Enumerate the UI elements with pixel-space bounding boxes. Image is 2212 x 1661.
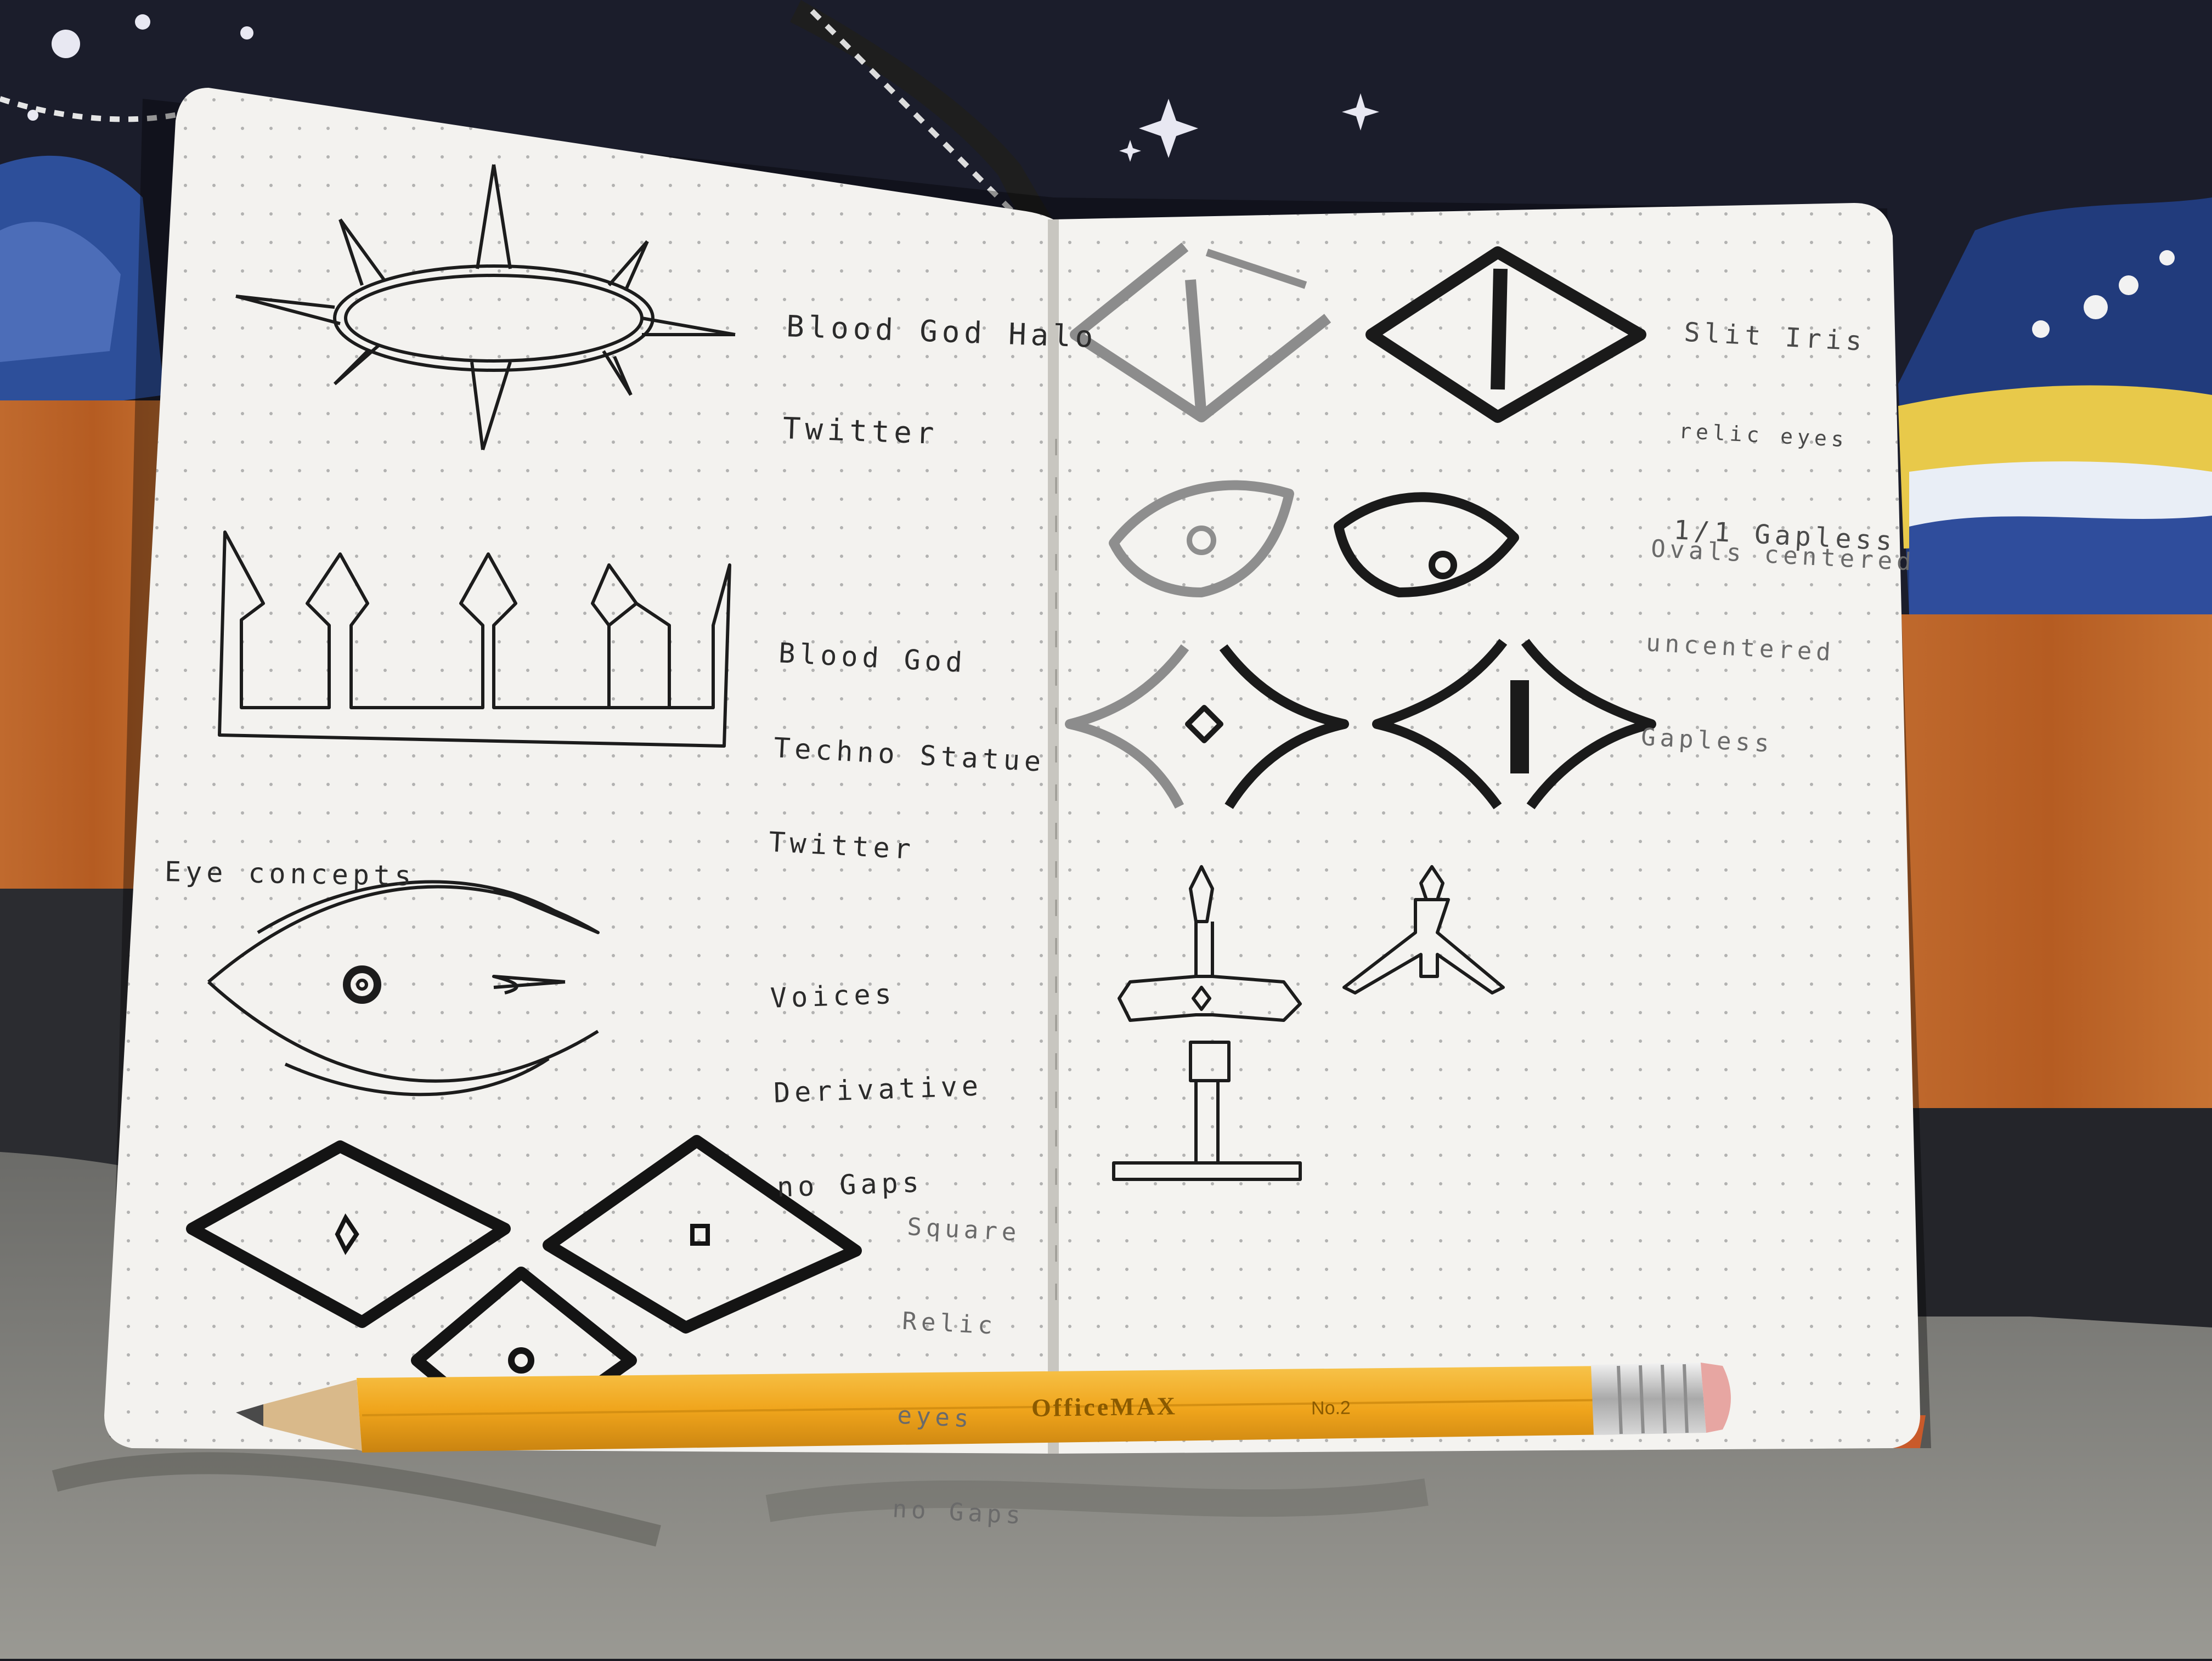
note-halo: Blood God Halo Twitter: [780, 241, 1101, 524]
crown-drawing: [218, 530, 731, 748]
slit-iris-eyes-drawing: [1070, 242, 1646, 423]
note-halo-line-1: Blood God Halo: [786, 309, 1098, 355]
note-ovals-line-3: Gapless: [1640, 722, 1774, 758]
pencil: [236, 1363, 1731, 1453]
pencil-brand-label: OfficeMAX: [1031, 1392, 1178, 1422]
note-slit-line-1: Slit Iris: [1683, 317, 1867, 357]
note-ovals: Ovals centered uncentered Gapless: [1637, 471, 1920, 829]
voices-eye-drawing: [207, 880, 600, 1097]
note-slit-line-2: relic eyes: [1678, 419, 1849, 452]
sword-drawings: [1112, 865, 1505, 1181]
note-crown-line-3: Twitter: [768, 826, 916, 866]
pencil-lead-tip: [236, 1404, 263, 1426]
note-eye-heading: Eye concepts: [163, 793, 417, 955]
eye-concepts-heading: Eye concepts: [164, 856, 416, 892]
note-crown: Blood God Techno Statue Twitter: [765, 574, 1054, 935]
note-crown-line-2: Techno Statue: [772, 731, 1046, 778]
note-square-line-4: no Gaps: [891, 1495, 1026, 1530]
note-halo-line-2: Twitter: [782, 411, 939, 451]
curved-diamond-eyes-drawing: [1065, 639, 1656, 810]
note-crown-line-1: Blood God: [777, 637, 968, 679]
pencil-eraser: [1701, 1363, 1731, 1433]
note-voices-line-2: Derivative: [773, 1069, 983, 1109]
halo-drawing: [235, 164, 736, 450]
note-square-line-3: eyes: [896, 1401, 974, 1433]
note-ovals-line-2: uncentered: [1645, 629, 1836, 667]
oval-eyes-drawing: [1109, 480, 1519, 597]
note-square: Square Relic eyes no Gaps: [888, 1149, 1043, 1594]
note-square-line-2: Relic: [901, 1307, 998, 1340]
pencil-ferrule: [1591, 1363, 1706, 1435]
note-ovals-line-1: Ovals centered: [1650, 535, 1916, 577]
pencil-body: [357, 1366, 1616, 1453]
pencil-grade-label: No.2: [1311, 1397, 1351, 1419]
pencil-wood-tip: [263, 1380, 362, 1451]
blanket-stars: [27, 14, 1379, 162]
note-voices-line-1: Voices: [770, 978, 896, 1014]
note-square-line-1: Square: [906, 1213, 1022, 1247]
wood-desk-right: [1887, 614, 2212, 1108]
